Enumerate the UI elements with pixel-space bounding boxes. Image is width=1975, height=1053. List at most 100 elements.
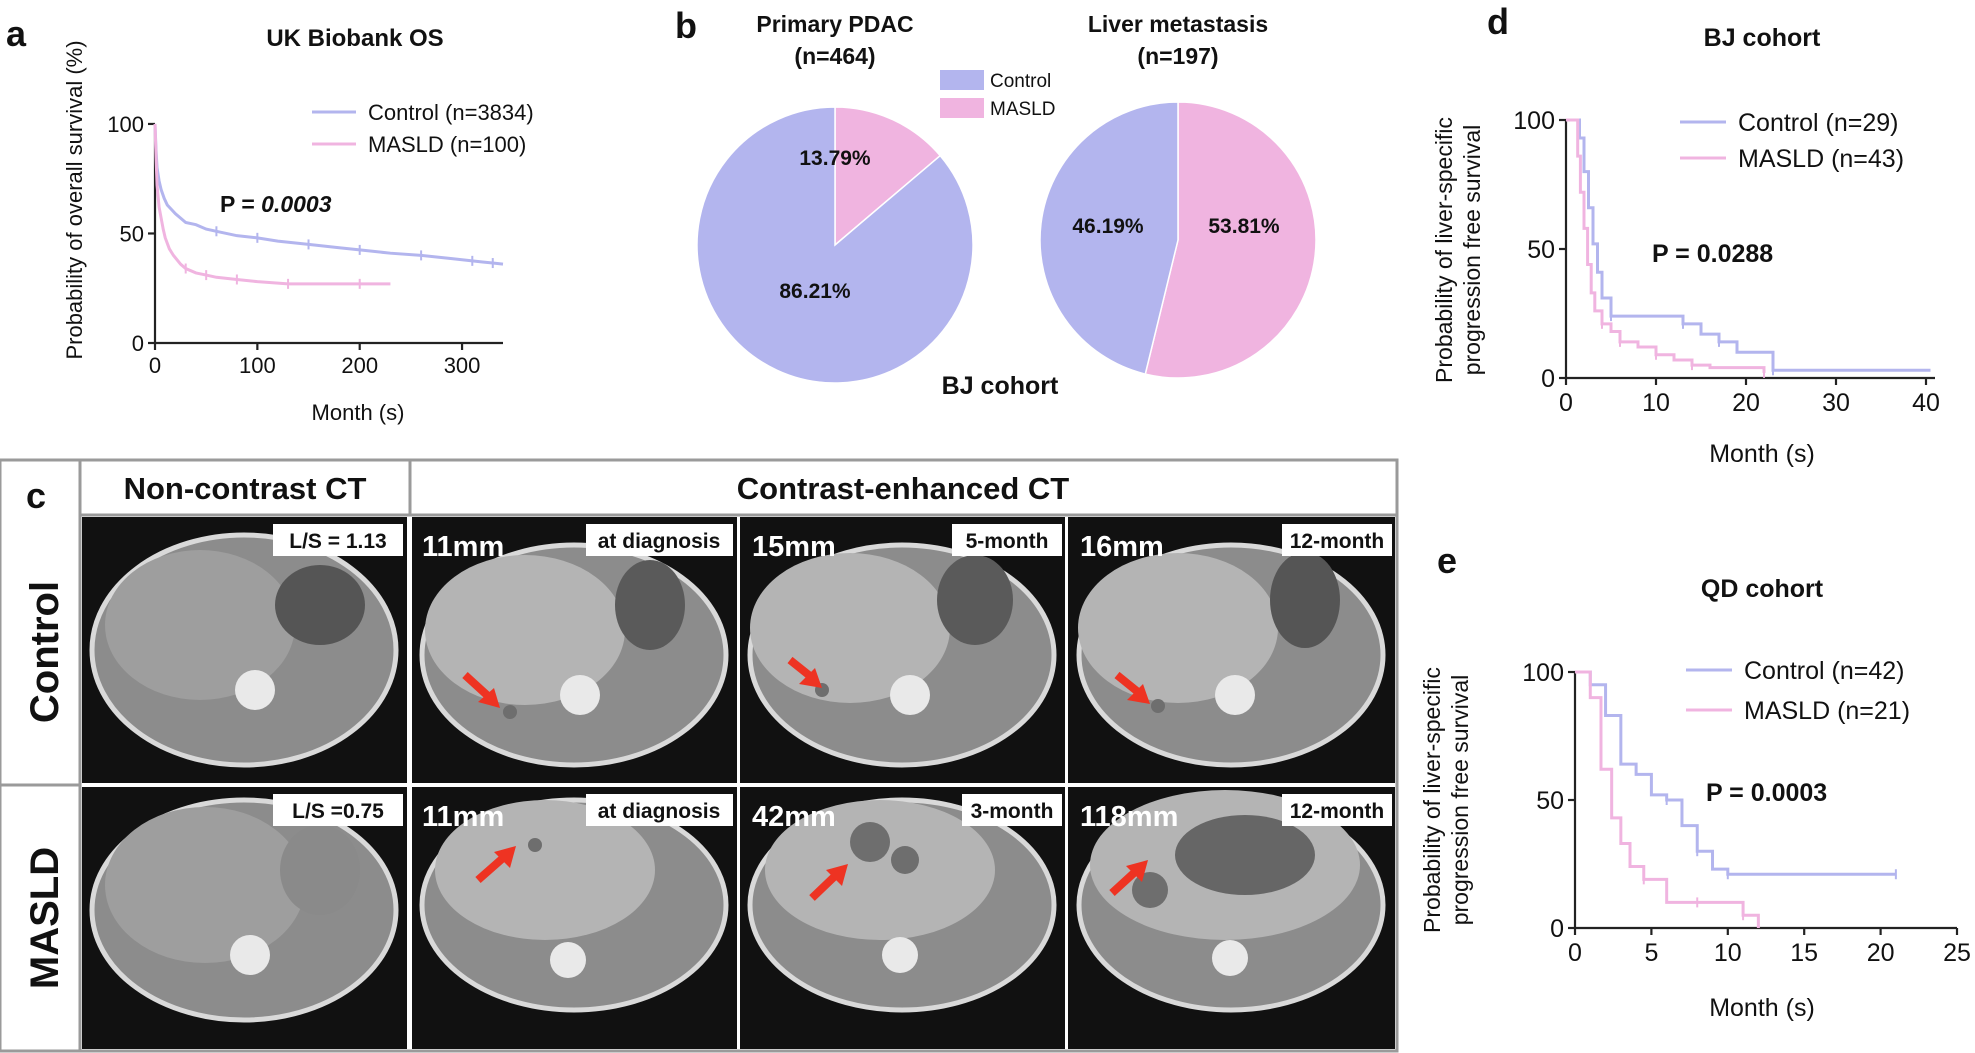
series-line-control [1566,118,1931,372]
panel-label-e: e [1437,540,1457,581]
series-line-masld [153,123,391,286]
pie2-slice-control [1039,101,1179,375]
ct-row-label-control: Control [23,581,67,723]
chart-title-d: BJ cohort [1704,24,1821,52]
ct-time-masld-1: at diagnosis [598,800,721,823]
x-tick-label: 300 [444,353,481,378]
y-tick-label: 50 [120,221,144,246]
ct-size-control-1: 11mm [422,531,504,563]
pie1-label-masld: 13.79% [799,147,871,170]
y-axis-label-d-line2: progression free survival [1459,125,1485,376]
pie1-slice-masld [834,106,942,247]
ct-image-masld-3month: 42mm 3-month [740,787,1065,1049]
pie1-title-line2: (n=464) [794,43,875,69]
ct-time-control-3: 12-month [1290,530,1385,553]
p-value-a: P = 0.0003 [220,191,332,217]
y-tick-label: 0 [1541,365,1555,393]
pie2-slice-masld [1144,101,1317,379]
pie2-title-line1: Liver metastasis [1088,11,1268,37]
y-axis-label-e-line1: Probability of liver-specific [1419,667,1445,933]
series-line-masld [1566,118,1766,373]
y-tick-label: 100 [1522,659,1564,687]
x-axis-label-a: Month (s) [312,400,405,425]
ct-size-control-3: 16mm [1080,531,1164,563]
ct-image-masld-noncontrast: L/S =0.75 [82,787,407,1049]
y-axis-label-e-line2: progression free survival [1447,675,1473,926]
x-axis-label-d: Month (s) [1709,440,1815,468]
legend-masld-e: MASLD (n=21) [1744,697,1910,725]
panel-label-a: a [6,13,27,54]
pie1-slice-control [696,106,974,384]
chart-title-a: UK Biobank OS [266,25,443,52]
ct-time-masld-2: 3-month [971,800,1054,823]
y-tick-label: 100 [1513,107,1555,135]
ct-time-control-2: 5-month [966,530,1049,553]
panel-b: b Primary PDAC (n=464) Liver metastasis … [675,5,1317,400]
pie-charts [696,101,1317,384]
chart-title-e: QD cohort [1701,575,1824,603]
ct-row-label-masld: MASLD [23,847,67,989]
ct-header-right-box [408,458,1399,517]
legend-control-a: Control (n=3834) [368,100,534,125]
x-tick-label: 30 [1822,389,1850,417]
series-line-masld [1575,670,1760,928]
ct-image-masld-diagnosis: 11mm at diagnosis [412,787,737,1049]
x-tick-label: 5 [1644,939,1658,967]
panel-e: e QD cohort Probability of liver-specifi… [1419,540,1971,1022]
x-tick-label: 0 [1559,389,1573,417]
ct-ls-control: L/S = 1.13 [289,530,386,553]
legend-masld-d: MASLD (n=43) [1738,145,1904,173]
ct-image-masld-12month: 118mm 12-month [1068,787,1395,1049]
panel-label-d: d [1487,1,1509,42]
x-tick-label: 10 [1642,389,1670,417]
panel-label-c: c [26,475,46,516]
legend-swatch-control-b [940,70,984,90]
legend-control-b: Control [990,71,1051,92]
x-tick-label: 0 [1568,939,1582,967]
ct-header-non-contrast: Non-contrast CT [124,471,367,506]
x-tick-label: 0 [149,353,161,378]
y-tick-label: 50 [1536,787,1564,815]
ct-image-control-diagnosis: 11mm at diagnosis [412,517,737,783]
ct-header-contrast: Contrast-enhanced CT [737,471,1069,506]
ct-size-control-2: 15mm [752,531,836,563]
plot-area-a: 0 100 200 300 0 50 100 [107,112,504,378]
x-tick-label: 20 [1867,939,1895,967]
legend-control-d: Control (n=29) [1738,109,1899,137]
pie-subtitle: BJ cohort [942,372,1059,400]
pie2-label-control: 46.19% [1072,215,1144,238]
x-axis-label-e: Month (s) [1709,994,1815,1022]
ct-ls-masld: L/S =0.75 [292,800,384,823]
legend-swatch-masld-b [940,98,984,118]
pie1-title-line1: Primary PDAC [756,11,913,37]
x-tick-label: 10 [1714,939,1742,967]
plot-area-d: 0 10 20 30 40 0 50 100 [1513,107,1940,417]
y-tick-label: 50 [1527,236,1555,264]
p-value-e: P = 0.0003 [1706,779,1827,807]
pie2-label-masld: 53.81% [1208,215,1280,238]
panel-d: d BJ cohort Probability of liver-specifi… [1431,1,1940,468]
ct-size-masld-2: 42mm [752,801,836,833]
y-axis-label-d-line1: Probability of liver-specific [1431,117,1457,383]
legend-masld-b: MASLD [990,99,1055,120]
panel-c: c Non-contrast CT Contrast-enhanced CT C… [0,458,1399,1053]
panel-a: a UK Biobank OS Probability of overall s… [6,13,534,425]
ct-image-control-12month: 16mm 12-month [1068,517,1395,783]
x-tick-label: 40 [1912,389,1940,417]
y-axis-label-a: Probability of overall survival (%) [62,40,87,359]
x-tick-label: 15 [1790,939,1818,967]
x-tick-label: 25 [1943,939,1971,967]
ct-size-masld-1: 11mm [422,801,504,833]
y-tick-label: 0 [1550,915,1564,943]
legend-masld-a: MASLD (n=100) [368,132,526,157]
legend-control-e: Control (n=42) [1744,657,1905,685]
y-tick-label: 0 [132,331,144,356]
x-tick-label: 200 [341,353,378,378]
pie1-label-control: 86.21% [779,280,851,303]
plot-area-e: 0 5 10 15 20 25 0 50 100 [1522,659,1971,967]
x-tick-label: 20 [1732,389,1760,417]
ct-size-masld-3: 118mm [1080,801,1178,833]
x-tick-label: 100 [239,353,276,378]
ct-image-control-5month: 15mm 5-month [740,517,1065,783]
